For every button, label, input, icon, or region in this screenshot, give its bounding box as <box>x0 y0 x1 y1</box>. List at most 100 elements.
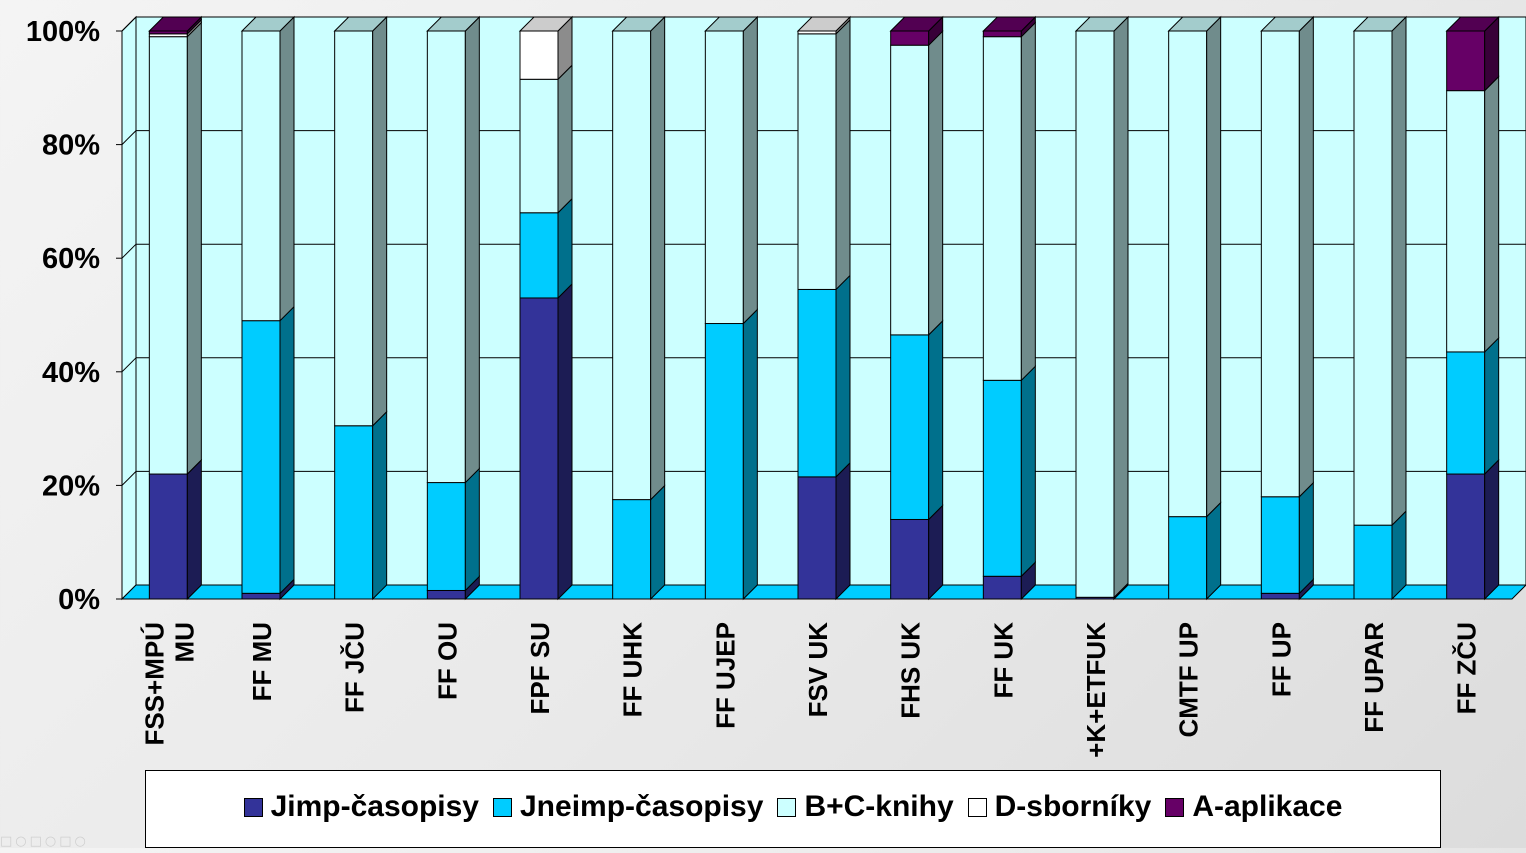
legend-item: A-aplikace <box>1165 790 1342 824</box>
bar-segment-side <box>928 29 944 337</box>
legend-label: Jneimp-časopisy <box>520 790 764 823</box>
bar-segment <box>1260 592 1300 600</box>
legend-label: B+C-knihy <box>804 790 954 823</box>
bar-segment-side <box>557 64 573 214</box>
x-tick-label: FF JČU <box>340 622 370 713</box>
legend-label: D-sborníky <box>994 790 1152 823</box>
bar-segment <box>426 589 466 600</box>
legend-swatch <box>777 797 797 817</box>
bar-segment <box>797 288 837 478</box>
x-tick-label: FF ZČU <box>1452 622 1482 714</box>
y-tick-label: 80% <box>42 130 100 162</box>
bar-segment-side <box>1206 501 1222 601</box>
bar-segment <box>890 334 930 520</box>
bar-segment <box>890 44 930 336</box>
bar-top <box>1074 16 1130 32</box>
bar-segment <box>1446 30 1486 92</box>
bar-top <box>518 16 574 32</box>
legend-swatch <box>1165 797 1185 817</box>
x-tick-label: FPF SU <box>525 622 555 714</box>
bar-segment <box>148 36 188 475</box>
gridline-side <box>121 243 137 259</box>
bar-segment <box>519 297 559 600</box>
x-tick-label: FF UJEP <box>710 622 740 729</box>
bar-segment <box>1260 496 1300 594</box>
bar-segment-side <box>372 15 388 427</box>
bar-segment <box>982 379 1022 577</box>
bar-segment <box>426 482 466 591</box>
gridline-side <box>121 130 137 145</box>
bar-segment <box>797 33 837 290</box>
bar-top <box>148 16 203 32</box>
x-tick-label: FHS UK <box>896 622 926 719</box>
x-tick-label: FF UHK <box>618 622 648 718</box>
bar-segment <box>1446 351 1486 475</box>
bar-segment-side <box>464 467 480 592</box>
gridline-side <box>121 16 137 32</box>
bar-segment-side <box>279 15 295 322</box>
chart-side-wall <box>121 15 137 601</box>
bar-segment-side <box>928 504 944 601</box>
bar-segment <box>241 592 281 600</box>
bar-segment-side <box>1391 15 1407 527</box>
bar-segment <box>1353 30 1393 526</box>
bar-segment <box>982 30 1022 38</box>
bar-segment <box>1446 90 1486 353</box>
bar-segment <box>612 499 652 600</box>
bar-segment <box>890 30 930 46</box>
bar-top <box>333 16 388 32</box>
bar-top <box>889 16 944 32</box>
y-tick-label: 60% <box>42 243 100 275</box>
corner-decoration: □○□○□○ <box>0 834 89 849</box>
bar-top <box>1260 16 1315 32</box>
x-tick-label: FF UPAR <box>1359 622 1389 733</box>
bar-segment-side <box>186 21 202 476</box>
bar-segment-side <box>372 410 388 601</box>
bar-segment <box>148 473 188 600</box>
bar-segment-side <box>1298 481 1314 595</box>
bar-segment <box>982 575 1022 600</box>
bar-segment-side <box>1206 15 1222 518</box>
legend-swatch <box>243 797 263 817</box>
bar-segment-side <box>557 282 573 601</box>
bar-segment-side <box>1484 75 1500 354</box>
bar-segment-side <box>464 15 480 484</box>
legend-swatch <box>493 797 512 817</box>
bar-segment <box>241 320 281 594</box>
bar-top <box>240 16 296 32</box>
bar-segment-side <box>928 319 944 521</box>
legend-item: B+C-knihy <box>777 790 954 824</box>
bar-segment-side <box>1298 15 1314 498</box>
bar-segment-side <box>1020 365 1036 578</box>
x-tick-label: FF OU <box>432 622 462 700</box>
bar-segment <box>704 30 744 325</box>
bar-segment-side <box>742 308 758 601</box>
y-tick-label: 0% <box>58 584 100 616</box>
bar-segment <box>1353 524 1393 600</box>
bar-segment-side <box>650 484 666 601</box>
bar-top <box>1445 16 1500 32</box>
bar-segment-side <box>1391 509 1407 601</box>
bar-segment <box>612 30 652 501</box>
bar-top <box>1167 16 1222 32</box>
bar-segment-side <box>650 15 666 501</box>
bar-top <box>704 16 759 32</box>
bar-segment <box>519 78 559 214</box>
bar-segment-side <box>279 305 295 595</box>
gridline-side <box>121 471 137 486</box>
bar-segment <box>1446 473 1486 600</box>
bar-segment <box>890 518 930 600</box>
bar-segment-side <box>835 461 851 601</box>
bar-segment-side <box>835 18 851 291</box>
bar-segment-side <box>1484 458 1500 601</box>
bar-segment <box>1075 30 1115 598</box>
bar-segment <box>704 323 744 600</box>
x-tick-label: +K+ETFUK <box>1081 622 1111 758</box>
bar-segment <box>1168 516 1208 600</box>
legend-item: Jneimp-časopisy <box>493 790 763 824</box>
bar-segment-side <box>1020 21 1036 382</box>
y-tick-label: 40% <box>42 357 100 389</box>
y-tick-label: 20% <box>42 470 100 502</box>
bar-segment <box>1260 30 1300 498</box>
